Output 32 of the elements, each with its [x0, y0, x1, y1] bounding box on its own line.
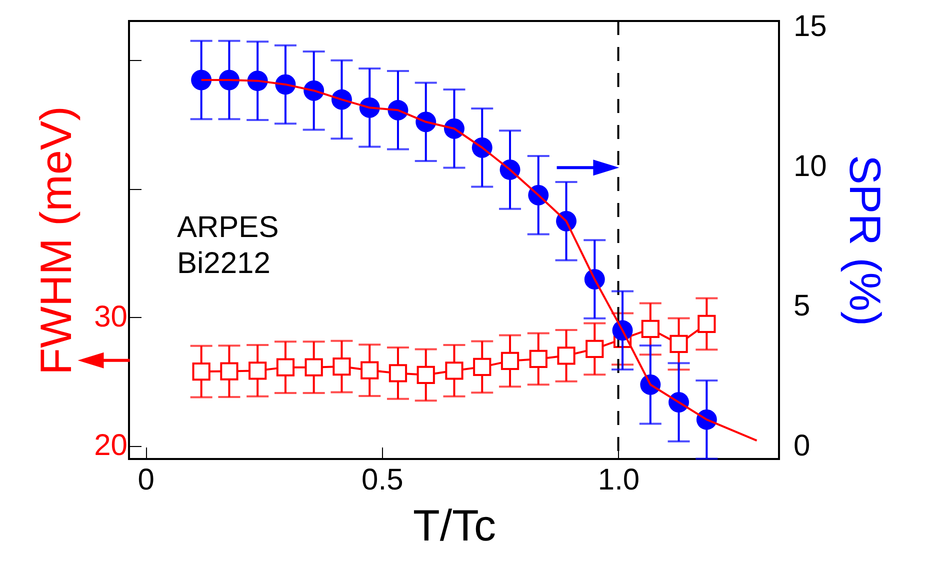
x-tick-label: 0.5: [362, 464, 404, 496]
y-tick-label: 20: [94, 429, 128, 462]
point: [670, 334, 688, 354]
y2-tick-label: 0: [794, 429, 810, 462]
point: [529, 350, 548, 368]
y2-tick-label: 5: [794, 290, 810, 323]
point: [332, 357, 351, 376]
point: [416, 366, 435, 384]
point: [220, 362, 238, 380]
point: [192, 362, 210, 381]
y2-axis-title: SPR (%): [840, 154, 889, 326]
point: [388, 364, 408, 382]
point: [586, 340, 604, 358]
point: [276, 358, 295, 376]
y-axis-title: FWHM (meV): [32, 106, 82, 375]
x-axis-title: T/Tc: [412, 502, 496, 550]
point: [698, 314, 716, 333]
annotation: ARPES Bi2212: [177, 211, 279, 280]
point: [191, 70, 212, 90]
point: [557, 346, 576, 365]
y2-tick-label: 10: [794, 150, 827, 183]
x-tick-label: 0: [138, 464, 154, 496]
point: [360, 361, 379, 380]
point: [445, 362, 464, 380]
x-tick-label: 1.0: [598, 464, 640, 496]
y2-tick-label: 15: [794, 10, 827, 44]
point: [248, 362, 267, 380]
point: [641, 320, 660, 338]
point: [304, 358, 323, 376]
point: [500, 352, 520, 370]
y-tick-label: 30: [94, 300, 128, 334]
point: [473, 358, 492, 376]
